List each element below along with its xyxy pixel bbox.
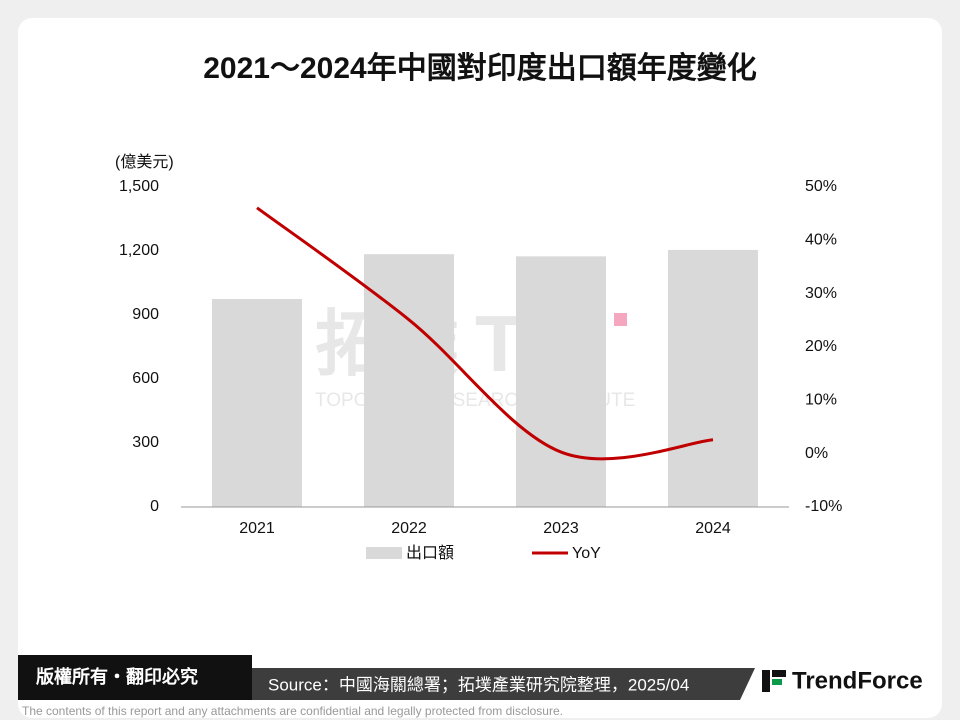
y-tick-label: 300 (132, 434, 159, 451)
legend-label: YoY (572, 545, 601, 562)
y-tick-label: 600 (132, 370, 159, 387)
logo-icon (772, 670, 786, 677)
x-tick-label: 2021 (239, 520, 275, 537)
line (256, 206, 714, 461)
y-tick-label: 1,200 (119, 242, 159, 259)
logo-icon (772, 679, 782, 685)
y-axis-label: (億美元) (115, 153, 174, 171)
x-tick-label: 2024 (695, 520, 731, 537)
brand-text: TrendForce (792, 667, 923, 694)
rights-text: 版權所有・翻印必究 (36, 666, 198, 687)
y2-tick-label: 20% (805, 338, 837, 355)
y2-tick-label: 30% (805, 285, 837, 302)
y2-tick-label: 0% (805, 445, 828, 462)
bar (212, 299, 302, 507)
bar (364, 254, 454, 507)
legend-swatch (366, 547, 402, 559)
y2-tick-label: 50% (805, 178, 837, 195)
y-tick-label: 1,500 (119, 178, 159, 195)
disclaimer: The contents of this report and any atta… (22, 704, 563, 718)
rights-band (18, 655, 252, 700)
source-band (252, 668, 755, 700)
y-tick-label: 900 (132, 306, 159, 323)
plot: 0 300 600 900 1,200 1,500 -10% 0% 10% 20% 30% 40% 50… (119, 178, 842, 562)
card (18, 18, 942, 718)
watermark-dot (614, 313, 627, 326)
legend-label: 出口額 (406, 544, 454, 562)
y2-tick-label: -10% (805, 498, 842, 515)
bar (668, 249, 758, 507)
slide-title: 2021～2024年中國對印度出口額年度變化 (203, 51, 756, 85)
source-text: Source：中國海關總署；拓墣產業研究院整理，2025/04 (268, 675, 689, 694)
logo-icon (762, 670, 770, 692)
x-tick-label: 2022 (391, 520, 427, 537)
y-tick-label: 0 (150, 498, 159, 515)
brand-logo: TrendForce (762, 667, 923, 694)
x-tick-label: 2023 (543, 520, 579, 537)
y2-tick-label: 10% (805, 392, 837, 409)
bar (516, 256, 606, 507)
y2-tick-label: 40% (805, 232, 837, 249)
logo-band (745, 636, 942, 700)
